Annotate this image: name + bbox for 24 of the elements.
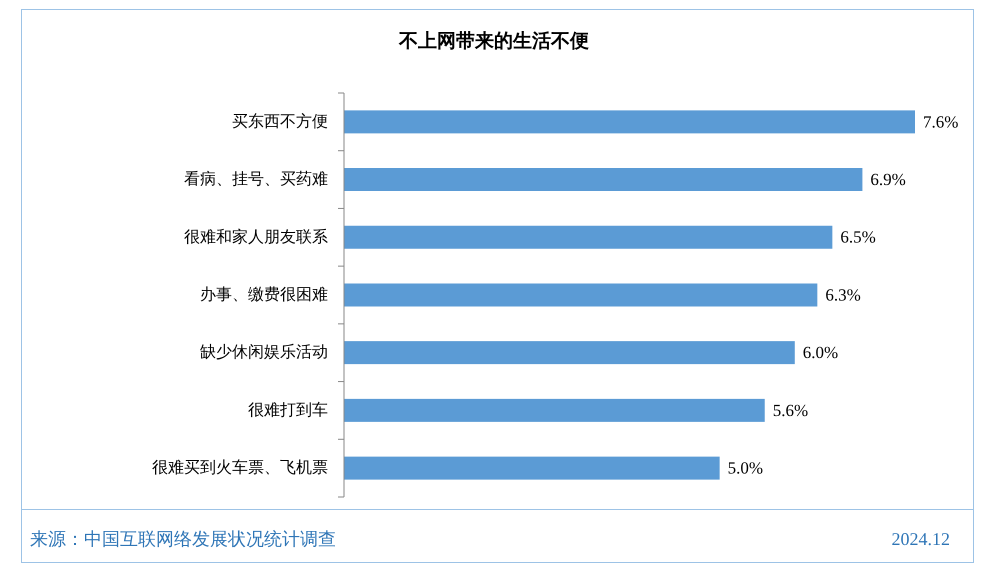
data-label: 5.6% (772, 400, 808, 420)
data-label: 6.9% (870, 170, 906, 190)
chart-title: 不上网带来的生活不便 (398, 30, 590, 54)
data-label: 6.3% (825, 285, 861, 304)
bar (344, 341, 795, 364)
data-label: 6.5% (840, 228, 876, 247)
source-note: 来源：中国互联网络发展状况统计调查 (30, 528, 336, 551)
y-tick-label: 缺少休闲娱乐活动 (200, 343, 328, 362)
y-tick-label: 很难买到火车票、飞机票 (152, 458, 328, 477)
data-label: 7.6% (923, 112, 958, 132)
data-label: 5.0% (728, 458, 764, 478)
bar (344, 110, 915, 134)
bar (344, 283, 818, 306)
bar (344, 226, 832, 249)
data-label: 6.0% (802, 343, 838, 362)
y-tick-label: 很难和家人朋友联系 (184, 228, 328, 246)
y-tick-label: 买东西不方便 (232, 112, 328, 130)
text: 2024.12 (892, 528, 950, 551)
y-tick-label: 很难打到车 (248, 400, 328, 419)
y-tick-label: 办事、缴费很困难 (200, 286, 328, 304)
bar (344, 398, 765, 422)
bar (344, 456, 720, 480)
bar (344, 168, 862, 192)
y-tick-label: 看病、挂号、买药难 (184, 170, 328, 188)
